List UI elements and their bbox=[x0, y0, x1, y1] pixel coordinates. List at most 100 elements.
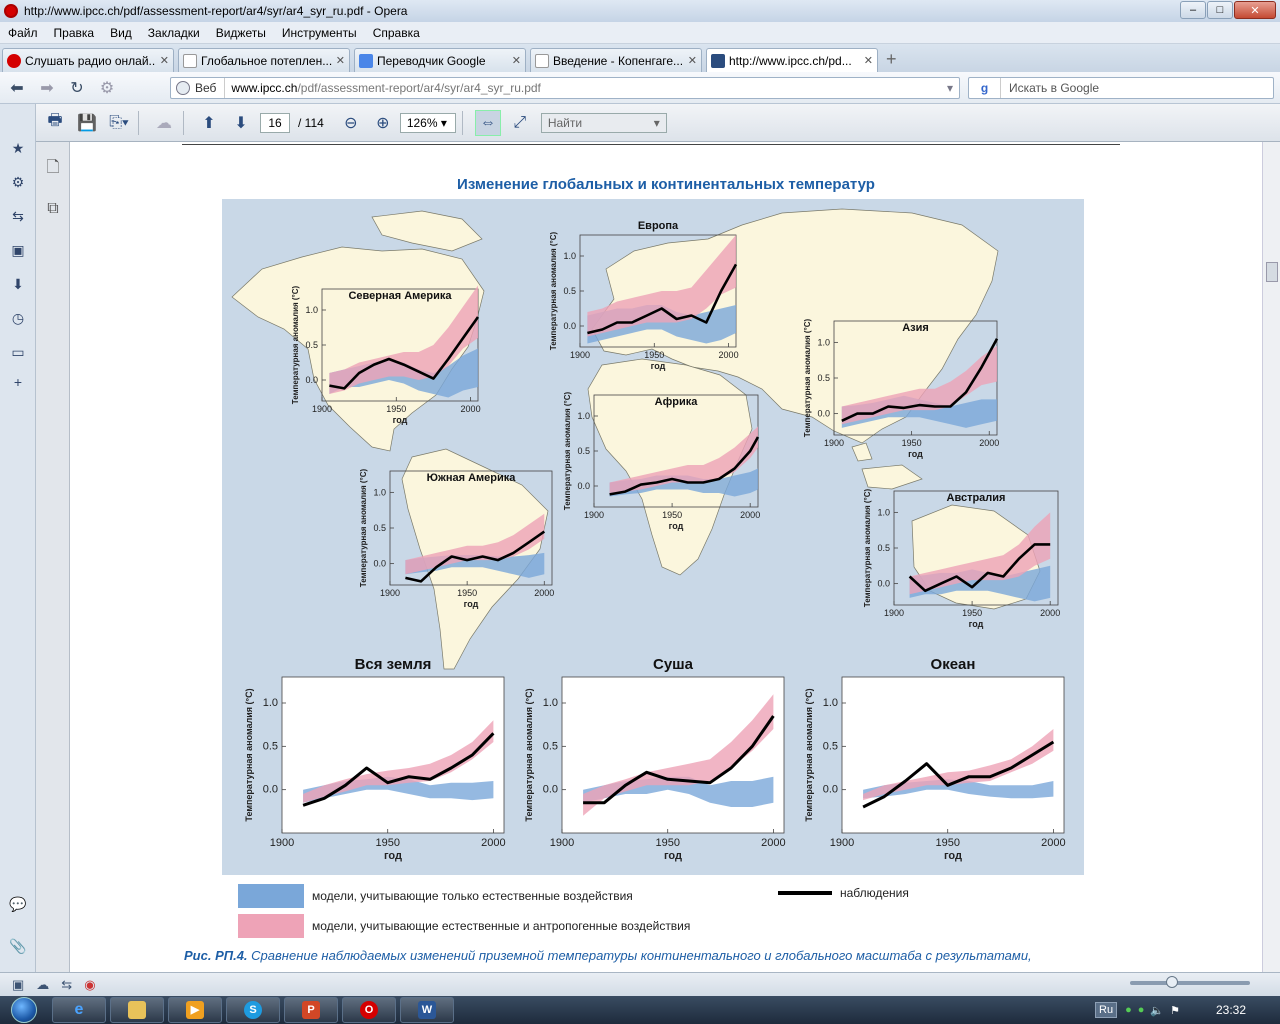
tab-close-icon[interactable]: ✕ bbox=[159, 55, 169, 67]
tab-close-icon[interactable]: ✕ bbox=[687, 55, 697, 67]
page-number-input[interactable]: 16 bbox=[260, 112, 290, 133]
menu-edit[interactable]: Правка bbox=[53, 25, 95, 40]
zoom-slider[interactable] bbox=[1130, 976, 1250, 988]
zoom-select[interactable]: 126% ▾ bbox=[399, 112, 456, 133]
address-url[interactable]: www.ipcc.ch/pdf/assessment-report/ar4/sy… bbox=[225, 81, 540, 95]
find-input[interactable]: Найти ▾ bbox=[540, 112, 667, 133]
print-icon[interactable]: 🖶 bbox=[47, 112, 63, 129]
forward-icon[interactable]: ➡ bbox=[40, 79, 54, 97]
y-tick-label: 0.5 bbox=[263, 740, 278, 752]
share-doc-icon[interactable]: ⎘▾ bbox=[109, 113, 129, 131]
page-down-icon[interactable]: ⬇ bbox=[234, 114, 248, 132]
share-icon[interactable]: ⇆ bbox=[12, 208, 24, 224]
band-anthropogenic bbox=[583, 694, 774, 816]
find-placeholder: Найти bbox=[547, 115, 583, 130]
zoom-out-icon[interactable]: ⊖ bbox=[344, 114, 358, 132]
unite-icon[interactable]: ☁ bbox=[36, 976, 50, 992]
page-total: / 114 bbox=[298, 115, 324, 130]
menu-file[interactable]: Файл bbox=[8, 25, 38, 40]
back-icon[interactable]: ⬅ bbox=[10, 79, 24, 97]
language-indicator[interactable]: Ru bbox=[1095, 1002, 1118, 1018]
chat-icon[interactable]: 💬 bbox=[9, 896, 27, 912]
menu-view[interactable]: Вид bbox=[110, 25, 132, 40]
menu-tools[interactable]: Инструменты bbox=[281, 25, 357, 40]
clock[interactable]: 23:32 bbox=[1215, 1003, 1246, 1017]
zoom-slider-knob[interactable] bbox=[1166, 976, 1178, 988]
tab-close-icon[interactable]: ✕ bbox=[511, 55, 521, 67]
fit-width-icon[interactable]: ⇔ bbox=[474, 109, 501, 136]
search-field[interactable]: g Искать в Google bbox=[968, 77, 1274, 99]
y-axis-label: Температурная аномалия (°C) bbox=[524, 688, 534, 821]
wand-icon[interactable]: ⚙ bbox=[99, 79, 115, 97]
menu-bookmarks[interactable]: Закладки bbox=[147, 25, 200, 40]
maximize-button[interactable]: □ bbox=[1207, 1, 1233, 19]
tab-radio[interactable]: Слушать радио онлай... ✕ bbox=[2, 48, 174, 72]
taskbar-media[interactable]: ▶ bbox=[168, 997, 222, 1023]
windows-icon[interactable]: ▭ bbox=[11, 344, 25, 360]
dropdown-icon[interactable]: ▾ bbox=[946, 81, 953, 95]
taskbar-ie[interactable]: e bbox=[52, 997, 106, 1023]
zoom-in-icon[interactable]: ⊕ bbox=[376, 114, 390, 132]
downloads-icon[interactable]: ⬇ bbox=[12, 276, 24, 292]
taskbar-skype[interactable]: S bbox=[226, 997, 280, 1023]
save-icon[interactable]: 💾 bbox=[77, 114, 97, 132]
minimize-button[interactable]: – bbox=[1180, 1, 1206, 19]
legend-anthropogenic: модели, учитывающие естественные и антро… bbox=[238, 914, 690, 938]
menu-help[interactable]: Справка bbox=[372, 25, 420, 40]
tab-global-warming[interactable]: Глобальное потеплен... ✕ bbox=[178, 48, 350, 72]
tab-copenhagen[interactable]: Введение - Копенгаге... ✕ bbox=[530, 48, 702, 72]
y-axis-label: Температурная аномалия (°C) bbox=[803, 318, 812, 437]
menu-widgets[interactable]: Виджеты bbox=[215, 25, 266, 40]
menu-bar: Файл Правка Вид Закладки Виджеты Инструм… bbox=[0, 22, 1280, 44]
chart-title: Африка bbox=[655, 396, 699, 408]
start-button[interactable] bbox=[0, 996, 48, 1024]
taskbar-opera[interactable]: O bbox=[342, 997, 396, 1023]
taskbar-word[interactable]: W bbox=[400, 997, 454, 1023]
notes-icon[interactable]: ▣ bbox=[11, 242, 25, 258]
chart-7: 0.0 0.5 1.0 1900 1950 2000 год Температурная ан… bbox=[244, 656, 506, 862]
x-axis-label: год bbox=[393, 415, 408, 425]
comment-icon[interactable]: ☁ bbox=[156, 114, 172, 132]
tab-ipcc-pdf[interactable]: http://www.ipcc.ch/pd... ✕ bbox=[706, 48, 878, 72]
new-tab-icon[interactable]: + bbox=[886, 49, 897, 69]
tab-close-icon[interactable]: ✕ bbox=[863, 55, 873, 67]
close-button[interactable]: ✕ bbox=[1234, 1, 1276, 19]
taskbar-powerpoint[interactable]: P bbox=[284, 997, 338, 1023]
taskbar-explorer[interactable] bbox=[110, 997, 164, 1023]
page-up-icon[interactable]: ⬆ bbox=[202, 114, 216, 132]
attachments-panel-icon[interactable]: ⧉ bbox=[47, 200, 59, 217]
fit-page-icon[interactable]: ⤢ bbox=[513, 113, 527, 131]
address-mode[interactable]: Веб bbox=[171, 78, 226, 98]
vertical-scrollbar[interactable] bbox=[1262, 142, 1280, 972]
legend-label-observed: наблюдения bbox=[840, 886, 909, 900]
address-host: www.ipcc.ch bbox=[231, 81, 298, 95]
x-tick-label: 1950 bbox=[457, 588, 477, 598]
settings-gear-icon[interactable]: ⚙ bbox=[11, 174, 25, 190]
tray-network-icon[interactable]: ● bbox=[1137, 1004, 1145, 1016]
tray-flag-icon[interactable]: ⚑ bbox=[1170, 1004, 1180, 1017]
attachment-icon[interactable]: 📎 bbox=[9, 938, 27, 954]
window-title: http://www.ipcc.ch/pdf/assessment-report… bbox=[24, 4, 408, 18]
google-icon[interactable]: g bbox=[969, 78, 1001, 98]
reload-icon[interactable]: ↻ bbox=[70, 79, 84, 97]
tab-close-icon[interactable]: ✕ bbox=[335, 55, 345, 67]
band-anthropogenic bbox=[909, 512, 1051, 595]
caption-text: Сравнение наблюдаемых изменений приземно… bbox=[251, 948, 1032, 963]
speeddial-icon[interactable]: ◉ bbox=[84, 976, 96, 992]
band-anthropogenic bbox=[405, 513, 545, 575]
pages-panel-icon[interactable]: 🗋 bbox=[46, 159, 60, 176]
bookmarks-star-icon[interactable]: ★ bbox=[11, 140, 25, 156]
history-clock-icon[interactable]: ◷ bbox=[11, 310, 25, 326]
turbo-icon[interactable]: ⇆ bbox=[61, 976, 73, 992]
panel-toggle-icon[interactable]: ▣ bbox=[12, 976, 25, 992]
tray-volume-icon[interactable]: 🔈 bbox=[1150, 1004, 1165, 1017]
tab-google-translate[interactable]: Переводчик Google ✕ bbox=[354, 48, 526, 72]
chart-2: 0.0 0.5 1.0 1900 1950 2000 год Температурная ан… bbox=[549, 220, 739, 371]
tray-app-icon[interactable]: ● bbox=[1125, 1004, 1132, 1016]
add-panel-icon[interactable]: + bbox=[13, 374, 23, 390]
chart-title: Южная Америка bbox=[427, 472, 517, 484]
windows-orb-icon bbox=[11, 997, 37, 1023]
x-tick-label: 1900 bbox=[884, 608, 904, 618]
scrollbar-thumb[interactable] bbox=[1266, 262, 1278, 282]
address-field[interactable]: Веб www.ipcc.ch/pdf/assessment-report/ar… bbox=[170, 77, 960, 99]
